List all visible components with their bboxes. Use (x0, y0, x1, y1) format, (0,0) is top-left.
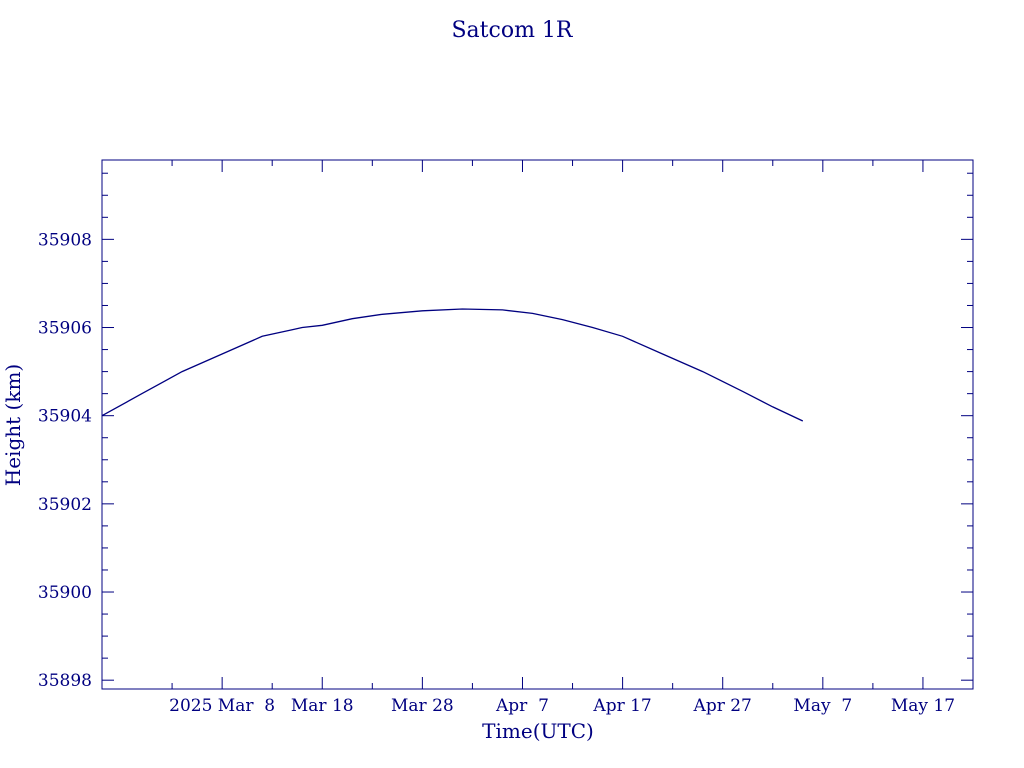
series-layer (101, 308, 804, 422)
x-tick-label: May 7 (793, 696, 852, 716)
y-axis: 35898 35900 35902 35904 35906 35908 (38, 172, 973, 691)
chart-title: Satcom 1R (451, 18, 573, 43)
x-tick-label: Apr 17 (592, 696, 651, 716)
y-axis-label: Height (km) (1, 364, 25, 486)
y-tick-label: 35900 (38, 583, 92, 603)
y-tick-label: 35904 (38, 407, 92, 427)
x-tick-label: Apr 7 (495, 696, 549, 716)
plot-border (101, 159, 974, 690)
x-tick-label: Apr 27 (693, 696, 752, 716)
x-axis: 2025 Mar 8 Mar 18 Mar 28 Apr 7 Apr 17 Apr 27 M… (169, 160, 974, 716)
x-tick-label: 2025 Mar 8 (169, 696, 275, 716)
y-tick-label: 35908 (38, 230, 92, 250)
x-tick-label: Mar 28 (391, 696, 454, 716)
y-tick-label: 35898 (38, 671, 92, 691)
series-line (101, 308, 804, 422)
x-tick-label: May 17 (891, 696, 955, 716)
y-tick-label: 35906 (38, 319, 92, 339)
y-tick-label: 35902 (38, 495, 92, 515)
x-tick-label: Mar 18 (291, 696, 354, 716)
x-axis-label: Time(UTC) (482, 719, 594, 743)
plot-frame (101, 159, 974, 690)
